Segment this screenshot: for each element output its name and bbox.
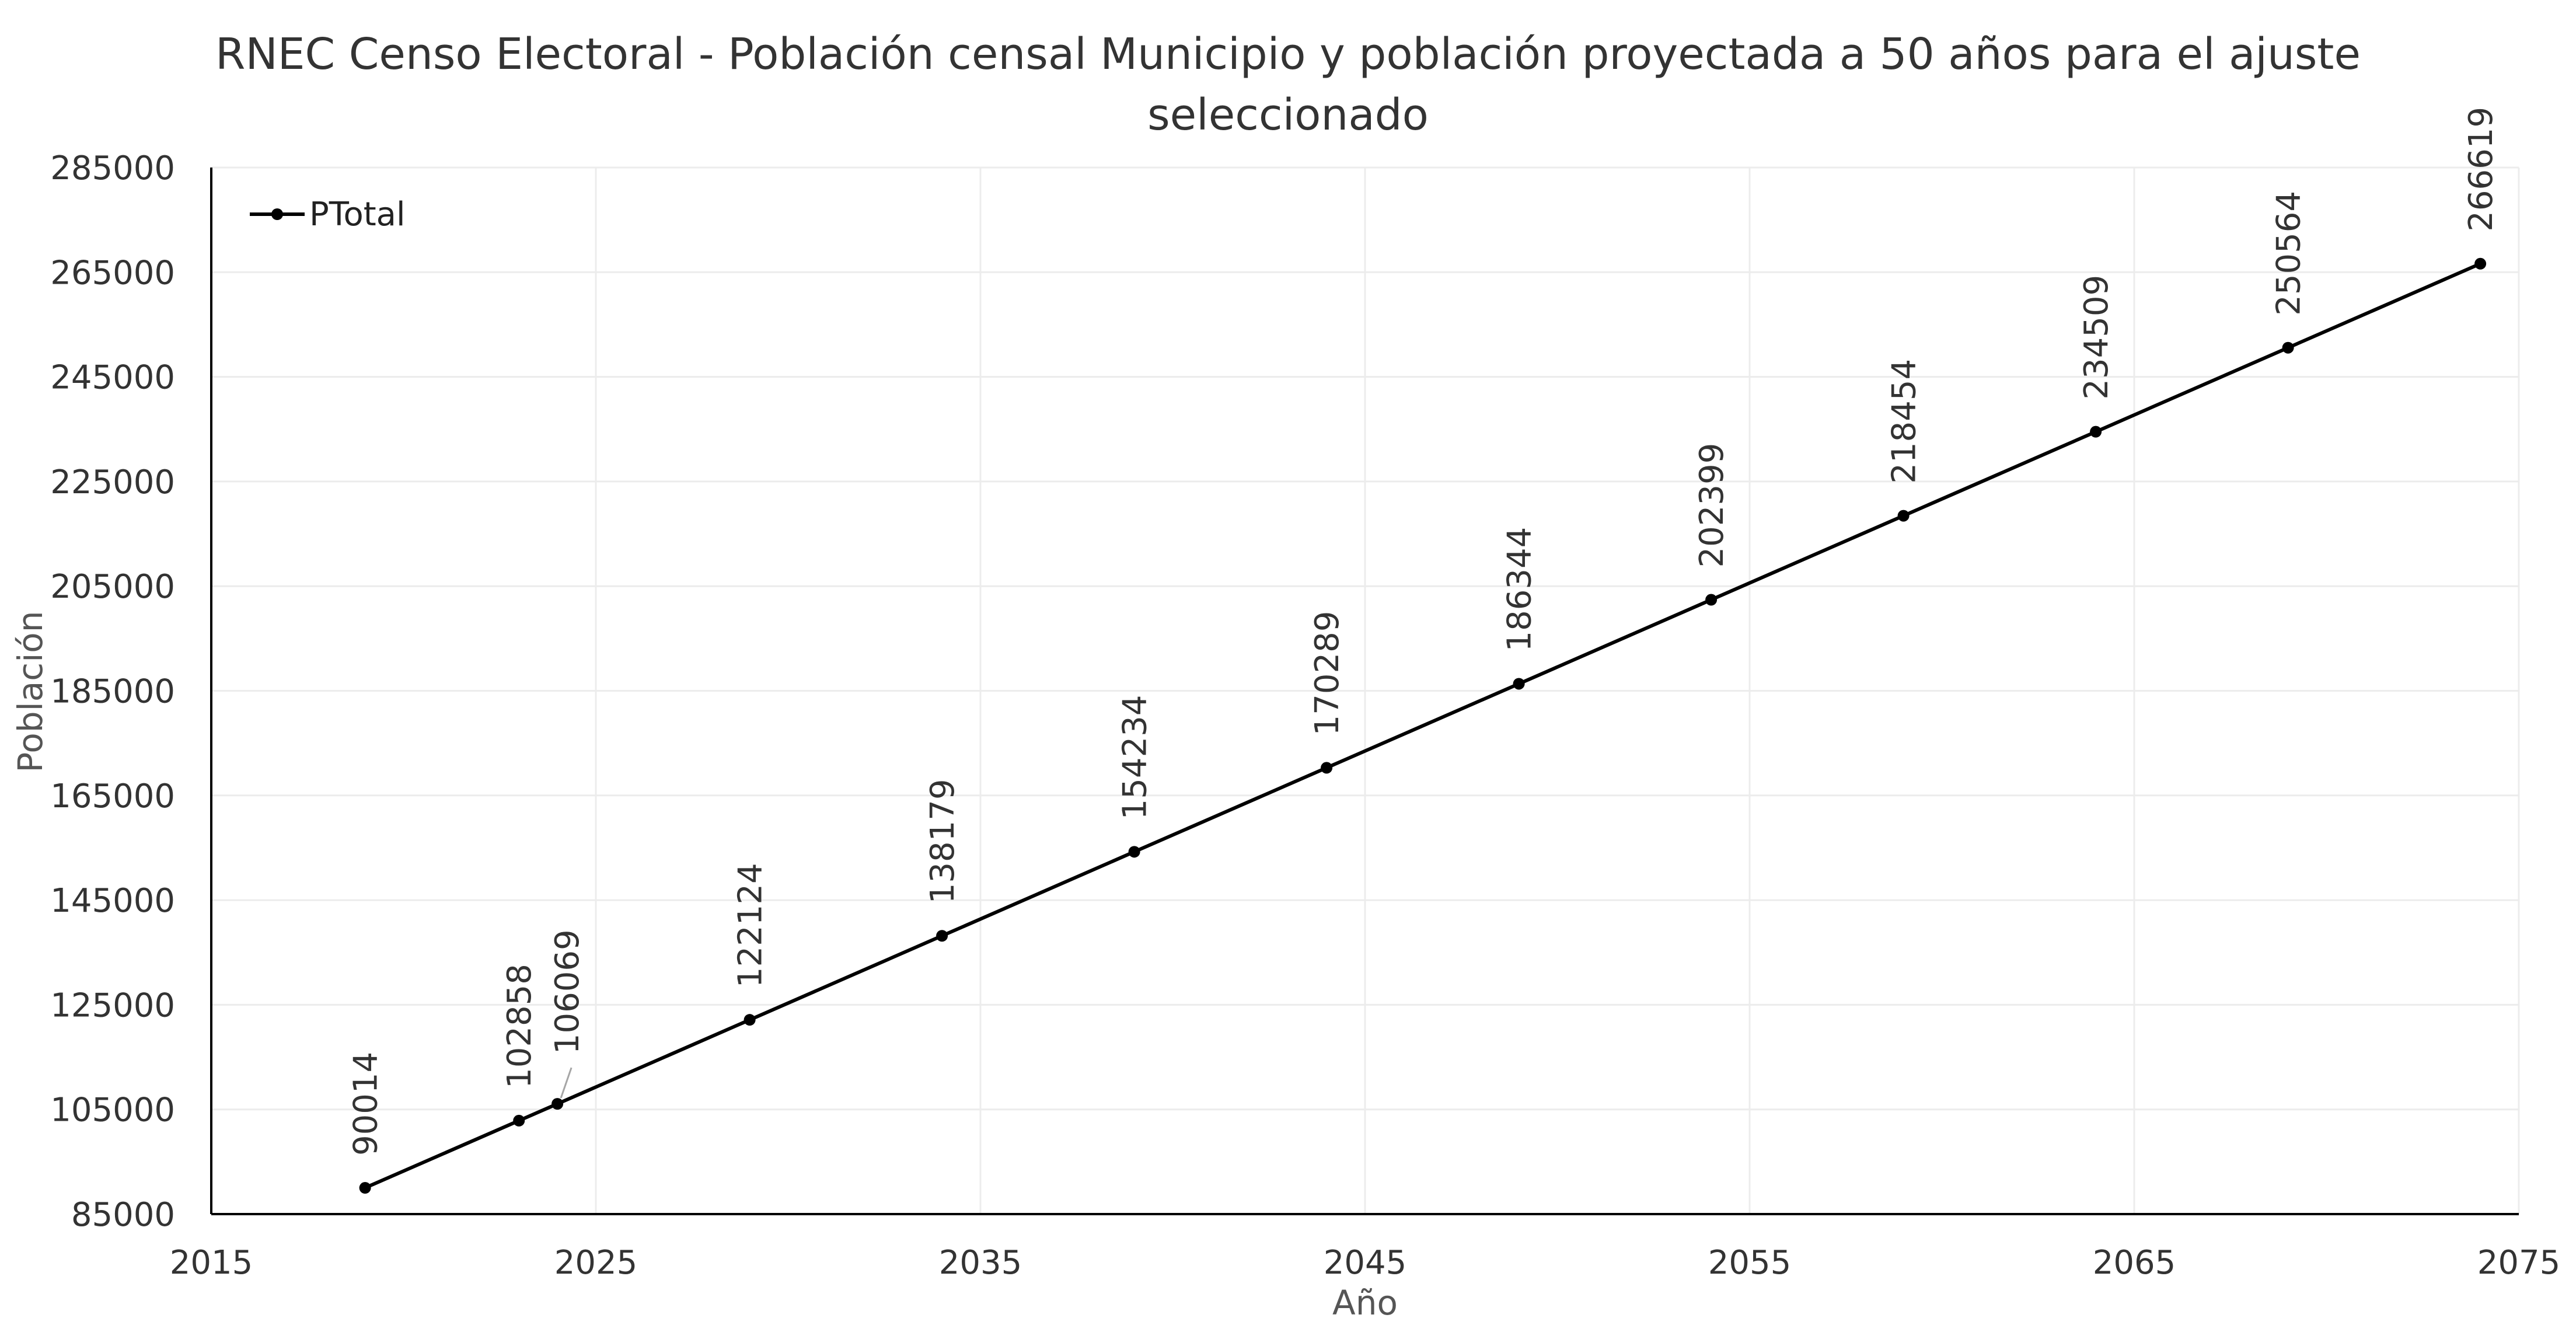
data-point-2049 — [1513, 678, 1525, 690]
y-tick-label-5: 185000 — [50, 673, 175, 711]
x-axis-title: Año — [1332, 1283, 1398, 1323]
data-point-2029 — [744, 1014, 756, 1026]
series-ptotal — [359, 257, 2487, 1194]
y-tick-label-6: 205000 — [50, 568, 175, 606]
chart-title-line-1: RNEC Censo Electoral - Población censal … — [215, 29, 2361, 79]
data-point-2024 — [551, 1098, 564, 1110]
data-label-2019: 90014 — [347, 1052, 385, 1156]
data-point-2023 — [513, 1114, 525, 1127]
x-tick-label-2: 2035 — [939, 1244, 1022, 1282]
y-tick-label-4: 165000 — [50, 777, 175, 815]
gridlines — [211, 166, 2520, 1214]
data-point-2064 — [2090, 426, 2102, 438]
x-tick-label-5: 2065 — [2093, 1244, 2176, 1282]
x-tick-label-1: 2025 — [554, 1244, 638, 1282]
data-label-2039: 154234 — [1116, 695, 1154, 820]
data-point-2044 — [1321, 762, 1333, 774]
y-tick-label-7: 225000 — [50, 463, 175, 501]
series-line-ptotal — [364, 262, 2481, 1190]
data-label-2069: 250564 — [2270, 191, 2308, 316]
data-label-2029: 122124 — [732, 863, 770, 988]
x-tick-label-3: 2045 — [1324, 1244, 1407, 1282]
data-label-2059: 218454 — [1886, 359, 1924, 484]
y-tick-label-9: 265000 — [50, 254, 175, 292]
data-point-2069 — [2282, 341, 2294, 354]
x-tick-label-4: 2055 — [1708, 1244, 1792, 1282]
data-label-2049: 186344 — [1501, 527, 1539, 652]
data-label-2054: 202399 — [1693, 443, 1731, 568]
y-tick-label-10: 285000 — [50, 149, 175, 187]
y-axis-title: Población — [11, 611, 50, 772]
y-tick-label-2: 125000 — [50, 986, 175, 1024]
data-labels: 90014 102858 106069 122124 138179 154234 17028… — [347, 107, 2501, 1156]
legend-marker-ptotal — [271, 208, 283, 220]
y-tick-label-1: 105000 — [50, 1092, 175, 1129]
x-tick-label-0: 2015 — [170, 1244, 253, 1282]
data-label-2034: 138179 — [924, 779, 962, 904]
leader-line-2024 — [560, 1067, 573, 1099]
y-tick-label-8: 245000 — [50, 359, 175, 397]
legend: PTotal — [250, 196, 406, 233]
data-point-2059 — [1897, 510, 1910, 522]
data-point-2019 — [359, 1182, 371, 1194]
data-label-2024: 106069 — [549, 929, 587, 1054]
tick-labels: 85000 105000 125000 145000 165000 185000 20500… — [50, 149, 2560, 1282]
data-point-2039 — [1128, 846, 1140, 858]
chart-title-line-2: seleccionado — [1147, 90, 1429, 140]
data-label-2074: 266619 — [2462, 107, 2500, 232]
data-label-2044: 170289 — [1308, 611, 1346, 736]
axes — [210, 168, 2519, 1215]
x-tick-label-6: 2075 — [2477, 1244, 2561, 1282]
legend-label-ptotal: PTotal — [309, 196, 406, 233]
y-tick-label-3: 145000 — [50, 882, 175, 920]
data-point-2034 — [936, 930, 948, 942]
data-point-2074 — [2474, 257, 2487, 270]
data-label-2064: 234509 — [2078, 275, 2116, 400]
data-point-2054 — [1705, 594, 1718, 606]
data-label-2023: 102858 — [501, 964, 539, 1089]
y-tick-label-0: 85000 — [71, 1196, 175, 1234]
